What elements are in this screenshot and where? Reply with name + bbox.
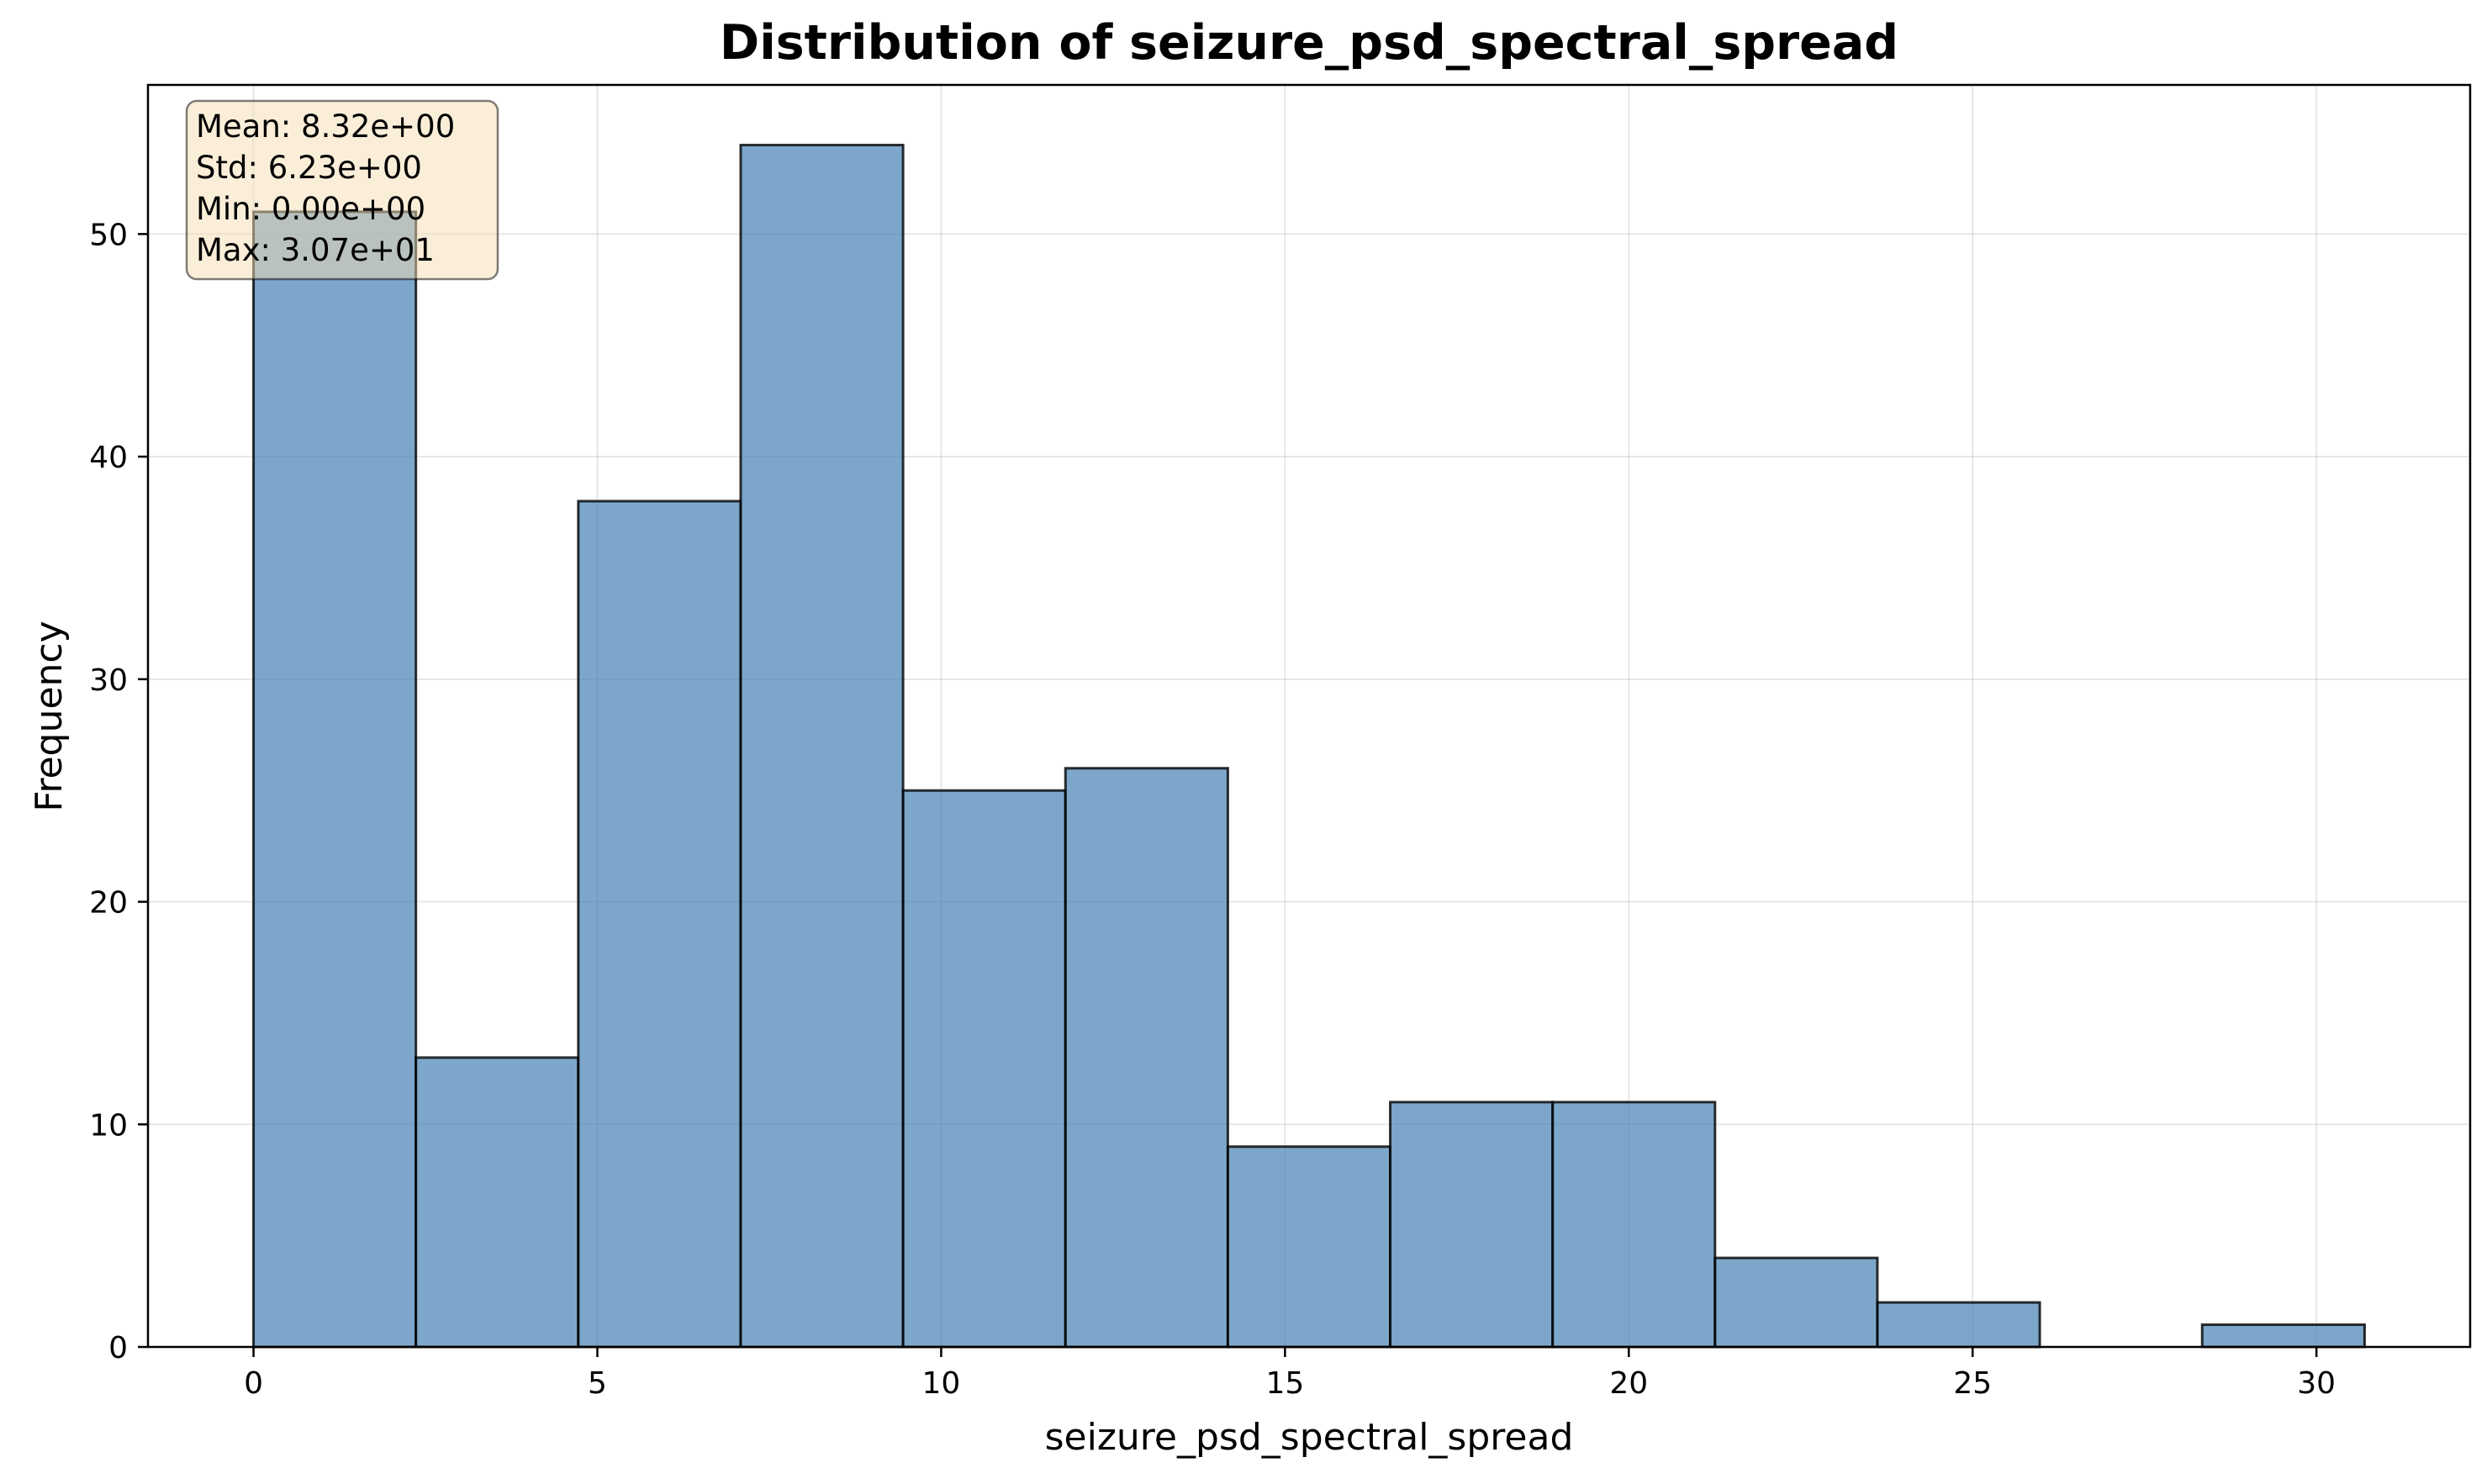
histogram-bar — [1389, 1101, 1555, 1349]
x-axis-label: seizure_psd_spectral_spread — [1045, 1416, 1574, 1459]
y-tick-label: 50 — [89, 218, 128, 252]
histogram-bar — [1226, 1145, 1392, 1349]
histogram-bars — [252, 143, 2366, 1349]
plot-frame — [146, 83, 2472, 1349]
stats-std: Std: 6.23e+00 — [196, 150, 422, 186]
stats-mean: Mean: 8.32e+00 — [196, 108, 455, 145]
stats-box: Mean: 8.32e+00 Std: 6.23e+00 Min: 0.00e+… — [185, 99, 499, 281]
histogram-bar — [1064, 767, 1229, 1349]
x-tick-label: 30 — [2297, 1366, 2336, 1401]
histogram-bar — [739, 143, 905, 1349]
x-tick-label: 10 — [922, 1366, 961, 1401]
chart-title: Distribution of seizure_psd_spectral_spr… — [720, 15, 1898, 71]
y-axis-ticks: 0 10 20 30 40 50 — [89, 218, 148, 1365]
x-tick-label: 0 — [244, 1366, 263, 1401]
y-tick-label: 10 — [89, 1108, 128, 1143]
y-tick-label: 40 — [89, 441, 128, 475]
y-tick-label: 30 — [89, 663, 128, 698]
y-tick-label: 20 — [89, 886, 128, 921]
stats-min: Min: 0.00e+00 — [196, 191, 425, 227]
histogram-bar — [414, 1056, 580, 1349]
x-tick-label: 25 — [1953, 1366, 1992, 1401]
x-tick-label: 5 — [588, 1366, 607, 1401]
histogram-bar — [1551, 1101, 1717, 1349]
y-axis-label: Frequency — [28, 621, 71, 811]
histogram-bar — [577, 499, 742, 1349]
x-axis-ticks: 0 5 10 15 20 25 30 — [244, 1347, 2336, 1401]
histogram-bar — [1713, 1256, 1879, 1349]
histogram-bar — [252, 210, 418, 1349]
stats-box-background — [185, 99, 499, 281]
x-tick-label: 15 — [1265, 1366, 1304, 1401]
y-tick-label: 0 — [108, 1331, 128, 1365]
histogram-bar — [2200, 1323, 2366, 1349]
histogram-bar — [901, 789, 1067, 1349]
histogram-bar — [1876, 1301, 2041, 1349]
stats-max: Max: 3.07e+01 — [196, 232, 435, 268]
x-tick-label: 20 — [1609, 1366, 1648, 1401]
